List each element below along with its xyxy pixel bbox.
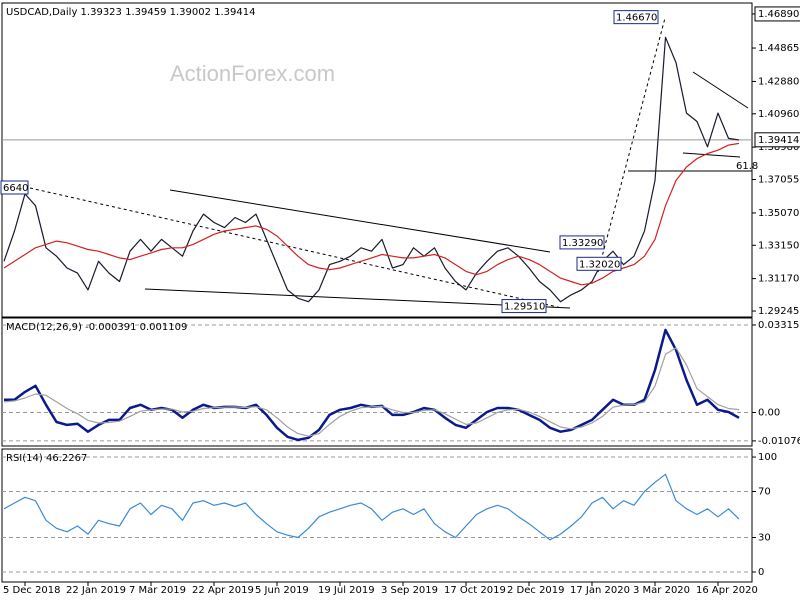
y-tick-label: 1.42880 — [758, 76, 799, 87]
y-tick-label: 1.35070 — [758, 208, 799, 219]
annotation-label: 6640 — [3, 183, 28, 194]
trendline — [692, 71, 749, 109]
annotation-box — [613, 10, 659, 25]
annotation-box — [0, 180, 29, 195]
last-price-box — [754, 132, 800, 148]
annotation-box — [559, 235, 605, 250]
trendline — [597, 17, 666, 273]
y-tick-highlight — [754, 6, 800, 22]
y-tick-label: 100 — [758, 452, 777, 463]
x-tick-label: 5 Jun 2019 — [255, 585, 309, 596]
price-panel — [1, 2, 753, 318]
series-line — [3, 36, 740, 303]
annotation-label: 1.46670 — [616, 13, 657, 24]
panel-title: RSI(14) 46.2267 — [6, 453, 87, 464]
series-line — [3, 347, 740, 437]
y-tick-label: 1.37055 — [758, 175, 799, 186]
y-tick-label: 70 — [758, 487, 771, 498]
y-tick-label: 1.29245 — [758, 306, 799, 317]
x-tick-label: 3 Sep 2019 — [381, 585, 438, 596]
annotation-label: 1.32020 — [579, 259, 620, 270]
trendline — [682, 152, 741, 158]
annotation-box — [576, 256, 622, 271]
x-tick-label: 17 Jan 2020 — [570, 585, 630, 596]
y-tick-label: 30 — [758, 533, 771, 544]
y-tick-label: 1.46890 — [758, 9, 799, 20]
x-tick-label: 22 Jan 2019 — [66, 585, 126, 596]
x-tick-label: 22 Apr 2019 — [192, 585, 254, 596]
y-tick-label: 0 — [758, 567, 764, 578]
y-tick-label: 0.033155 — [758, 320, 800, 331]
y-tick-label: -0.010769 — [758, 436, 800, 447]
y-tick-label: 1.38980 — [758, 142, 799, 153]
y-tick-label: 1.33150 — [758, 240, 799, 251]
last-price-label: 1.39414 — [758, 135, 799, 146]
x-tick-label: 3 Mar 2020 — [633, 585, 690, 596]
x-tick-label: 2 Dec 2019 — [507, 585, 565, 596]
x-tick-label: 16 Apr 2020 — [696, 585, 758, 596]
x-tick-label: 7 Mar 2019 — [129, 585, 186, 596]
watermark: ActionForex.com — [170, 61, 335, 86]
trendline — [169, 189, 551, 253]
x-tick-label: 19 Jul 2019 — [318, 585, 375, 596]
y-tick-label: 1.31170 — [758, 274, 799, 285]
y-tick-label: 1.40960 — [758, 109, 799, 120]
rsi-panel — [1, 448, 753, 583]
trendline — [29, 187, 563, 309]
y-tick-label: 1.44865 — [758, 43, 799, 54]
series-line — [3, 473, 740, 541]
panel-title: USDCAD,Daily 1.39323 1.39459 1.39002 1.3… — [6, 7, 256, 18]
y-tick-label: 0.00 — [758, 407, 780, 418]
x-tick-label: 17 Oct 2019 — [444, 585, 506, 596]
annotation-label: 1.29510 — [504, 302, 545, 313]
macd-panel — [1, 317, 753, 447]
panel-title: MACD(12,26,9) -0.000391 0.001109 — [6, 322, 187, 333]
x-tick-label: 5 Dec 2018 — [3, 585, 61, 596]
annotation-label: 61.8 — [736, 161, 758, 172]
trendline — [144, 288, 571, 309]
annotation-box — [501, 299, 547, 314]
trendlines — [29, 17, 752, 309]
annotation-label: 1.33290 — [562, 238, 603, 249]
